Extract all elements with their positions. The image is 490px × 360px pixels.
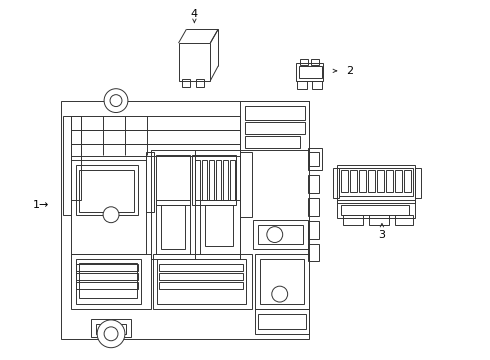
Text: 2: 2	[346, 66, 353, 76]
Circle shape	[267, 227, 283, 243]
Text: 3: 3	[378, 230, 386, 239]
Bar	[312, 59, 319, 65]
Bar	[76, 282, 138, 289]
Bar	[377, 170, 384, 192]
Bar	[308, 198, 319, 216]
Bar	[72, 116, 81, 200]
Bar	[79, 170, 134, 212]
Bar	[209, 160, 214, 200]
Bar	[200, 200, 240, 255]
Bar	[230, 160, 235, 200]
Bar	[76, 260, 141, 304]
Bar	[308, 243, 319, 261]
Bar	[298, 66, 322, 78]
Bar	[308, 175, 319, 193]
Bar	[72, 130, 240, 144]
Bar	[72, 116, 240, 130]
Bar	[395, 215, 413, 225]
Bar	[415, 168, 420, 198]
Bar	[395, 170, 402, 192]
Bar	[159, 273, 243, 280]
Bar	[159, 264, 243, 271]
Bar	[339, 168, 413, 196]
Bar	[245, 136, 299, 148]
Bar	[310, 152, 319, 166]
Bar	[79, 264, 137, 298]
Bar	[156, 155, 191, 205]
Bar	[333, 168, 339, 198]
Bar	[182, 79, 191, 87]
Bar	[151, 150, 240, 260]
Bar	[296, 81, 307, 89]
Bar	[240, 100, 310, 150]
Text: 1→: 1→	[33, 200, 49, 210]
Bar	[161, 205, 185, 249]
Bar	[343, 215, 363, 225]
Bar	[63, 116, 72, 215]
Bar	[193, 155, 236, 205]
Bar	[368, 170, 375, 192]
Circle shape	[104, 327, 118, 341]
Bar	[260, 260, 303, 304]
Bar	[299, 59, 308, 65]
Bar	[61, 100, 310, 339]
Bar	[341, 170, 348, 192]
Circle shape	[104, 89, 128, 113]
Bar	[76, 273, 138, 280]
Bar	[240, 152, 252, 217]
Bar	[255, 309, 310, 334]
Bar	[386, 170, 393, 192]
Bar	[369, 215, 389, 225]
Bar	[404, 170, 411, 192]
Text: 4: 4	[191, 9, 198, 19]
Bar	[295, 63, 323, 81]
Bar	[153, 255, 252, 309]
Bar	[253, 220, 308, 249]
Bar	[156, 200, 191, 255]
Bar	[245, 105, 305, 121]
Bar	[196, 160, 200, 200]
Bar	[72, 255, 151, 309]
Circle shape	[103, 207, 119, 223]
Bar	[255, 255, 310, 309]
Bar	[337, 165, 415, 203]
Bar	[76, 264, 138, 271]
Bar	[308, 221, 319, 239]
Bar	[223, 160, 228, 200]
Bar	[178, 43, 210, 81]
Bar	[216, 160, 221, 200]
Circle shape	[272, 286, 288, 302]
Bar	[157, 260, 246, 304]
Bar	[96, 324, 126, 334]
Bar	[337, 200, 415, 218]
Bar	[359, 170, 366, 192]
Bar	[313, 81, 322, 89]
Bar	[205, 205, 233, 247]
Bar	[202, 160, 207, 200]
Bar	[350, 170, 357, 192]
Bar	[72, 160, 146, 255]
Circle shape	[97, 320, 125, 348]
Bar	[258, 225, 302, 244]
Bar	[341, 205, 409, 215]
Circle shape	[110, 95, 122, 107]
Bar	[76, 165, 138, 215]
Bar	[91, 319, 131, 337]
Bar	[308, 148, 322, 170]
Bar	[258, 314, 306, 329]
Bar	[196, 79, 204, 87]
Bar	[245, 122, 305, 134]
Bar	[159, 282, 243, 289]
Bar	[72, 144, 240, 156]
Bar	[146, 152, 154, 212]
